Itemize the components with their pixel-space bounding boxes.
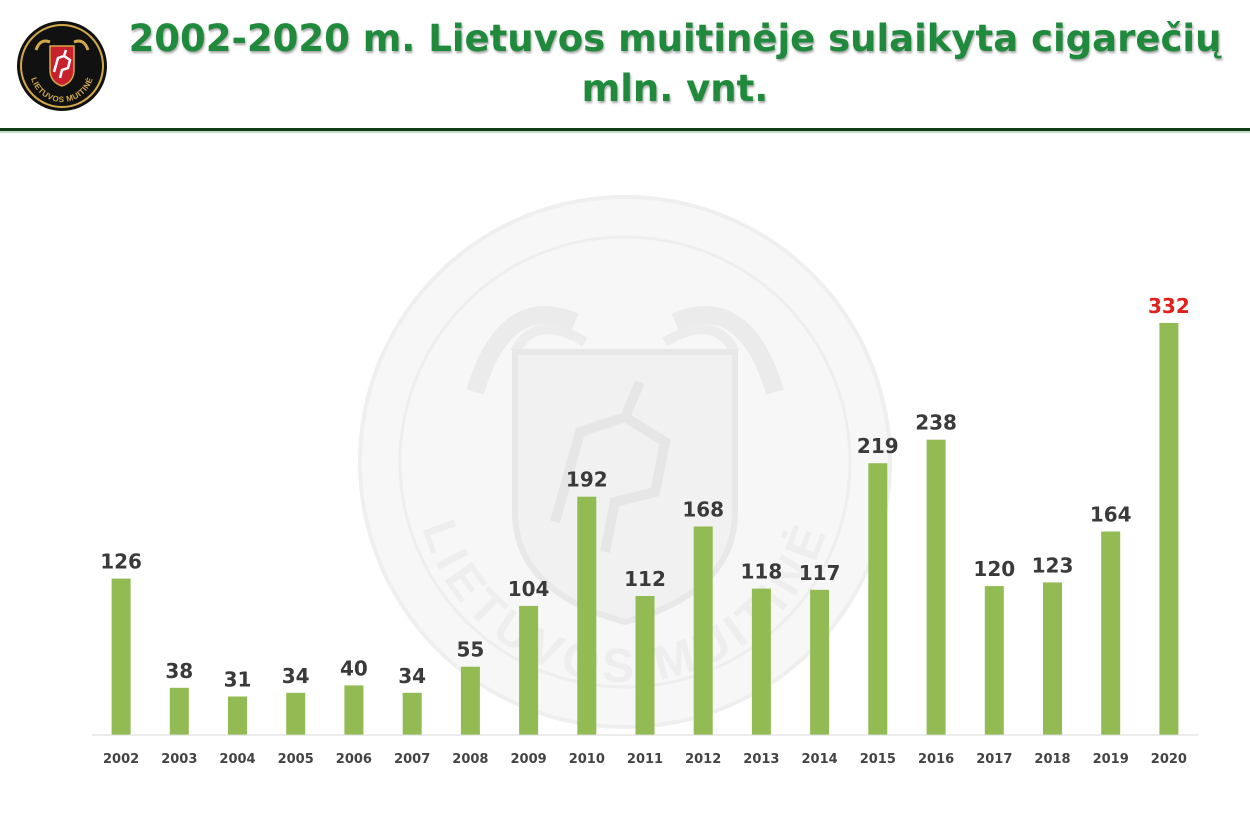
title-line-1: 2002-2020 m. Lietuvos muitinėje sulaikyt… [128, 17, 1222, 60]
bar-2017 [984, 586, 1004, 735]
value-label-2015: 219 [857, 434, 899, 458]
value-label-2009: 104 [508, 577, 550, 601]
x-tick-label-2011: 2011 [627, 752, 663, 767]
bar-2015 [868, 463, 888, 735]
bar-2020 [1159, 323, 1179, 735]
bar-2006 [344, 685, 364, 735]
x-tick-label-2015: 2015 [860, 752, 896, 767]
bar-2008 [460, 666, 480, 735]
value-label-2019: 164 [1090, 503, 1132, 527]
value-label-2005: 34 [282, 664, 310, 688]
x-tick-label-2005: 2005 [278, 752, 314, 767]
page-title: 2002-2020 m. Lietuvos muitinėje sulaikyt… [120, 14, 1230, 114]
x-tick-label-2016: 2016 [918, 752, 954, 767]
x-tick-label-group: 2002 2003 2004 2005 2006 2007 2008 2009 2010 2011… [103, 752, 1187, 767]
vytis-emblem-icon: LIETUVOS MUITINĖ [17, 21, 107, 111]
x-tick-label-2009: 2009 [511, 752, 547, 767]
bar-2009 [519, 605, 539, 735]
bar-group [111, 323, 1179, 735]
value-label-2020: 332 [1148, 294, 1190, 318]
bar-2010 [577, 496, 597, 735]
x-tick-label-2006: 2006 [336, 752, 372, 767]
bar-2007 [402, 692, 422, 735]
bar-2016 [926, 439, 946, 735]
x-tick-label-2007: 2007 [394, 752, 430, 767]
customs-logo: LIETUVOS MUITINĖ [16, 20, 108, 112]
value-label-2011: 112 [624, 567, 666, 591]
x-tick-label-2017: 2017 [976, 752, 1012, 767]
value-label-2013: 118 [741, 560, 783, 584]
x-tick-label-2013: 2013 [743, 752, 779, 767]
bar-2011 [635, 596, 655, 735]
value-label-2007: 34 [398, 664, 426, 688]
x-tick-label-2019: 2019 [1093, 752, 1129, 767]
bar-2002 [111, 578, 131, 735]
value-label-2018: 123 [1032, 553, 1074, 577]
value-label-2003: 38 [165, 659, 193, 683]
bar-2018 [1043, 582, 1062, 735]
value-label-2010: 192 [566, 468, 608, 492]
value-label-2017: 120 [973, 557, 1015, 581]
value-label-2004: 31 [224, 668, 252, 692]
bar-2012 [693, 526, 713, 735]
bar-2005 [286, 692, 306, 735]
header-divider-shadow [0, 131, 1250, 133]
header: LIETUVOS MUITINĖ 2002-2020 m. Lietuvos m… [0, 0, 1250, 140]
value-label-2006: 40 [340, 656, 368, 680]
header-divider [0, 128, 1250, 131]
value-label-group: 126 38 31 34 40 34 55 104 192 112 168 118 117 219 238 1… [100, 294, 1190, 692]
x-tick-label-2004: 2004 [219, 752, 255, 767]
x-tick-label-2003: 2003 [161, 752, 197, 767]
x-tick-label-2014: 2014 [802, 752, 838, 767]
x-tick-label-2010: 2010 [569, 752, 605, 767]
bar-2003 [169, 687, 189, 735]
value-label-2008: 55 [456, 638, 484, 662]
x-tick-label-2018: 2018 [1034, 752, 1070, 767]
value-label-2012: 168 [682, 498, 724, 522]
value-label-2002: 126 [100, 550, 142, 574]
title-line-2: mln. vnt. [581, 67, 769, 110]
bar-2013 [751, 588, 771, 735]
x-tick-label-2020: 2020 [1151, 752, 1187, 767]
bar-2019 [1101, 531, 1121, 735]
x-tick-label-2008: 2008 [452, 752, 488, 767]
bar-2014 [810, 589, 830, 735]
x-tick-label-2012: 2012 [685, 752, 721, 767]
value-label-2016: 238 [915, 411, 957, 435]
bar-2004 [228, 696, 247, 735]
x-tick-label-2002: 2002 [103, 752, 139, 767]
value-label-2014: 117 [799, 561, 841, 585]
